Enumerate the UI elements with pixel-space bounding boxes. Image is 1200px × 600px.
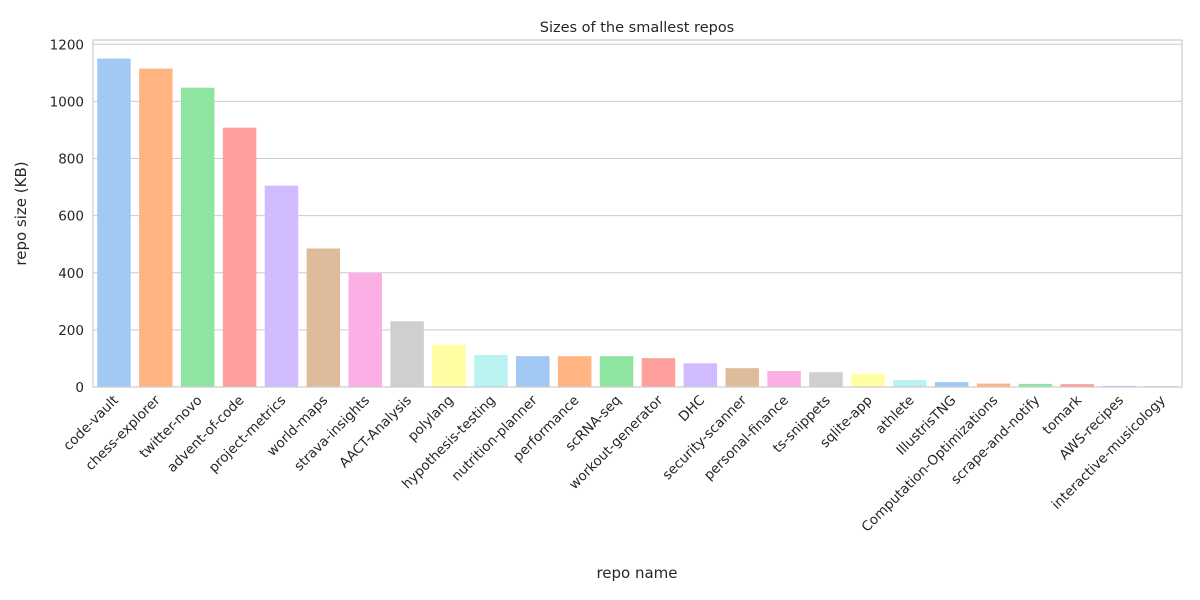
bar-personal-finance xyxy=(767,371,801,387)
y-axis-label: repo size (KB) xyxy=(12,161,30,265)
y-axis-ticks: 0 200 400 600 800 1000 1200 xyxy=(50,37,84,396)
bar-ts-snippets xyxy=(809,372,843,387)
x-tick-label: AACT-Analysis xyxy=(336,393,415,472)
x-tick-label: DHC xyxy=(676,393,709,426)
bar-advent-of-code xyxy=(222,127,257,387)
bar-scrape-and-notify xyxy=(1018,383,1053,387)
plot-frame xyxy=(92,39,1183,388)
bar-performance xyxy=(557,356,592,387)
x-axis-label: repo name xyxy=(596,564,677,582)
y-tick-label: 0 xyxy=(75,380,84,396)
bar-workout-generator xyxy=(641,358,676,387)
bar-strava-insights xyxy=(348,272,383,387)
bar-sqlite-app xyxy=(851,373,885,387)
x-tick-label: chess-explorer xyxy=(82,392,164,474)
bar-chess-explorer xyxy=(139,68,173,388)
y-tick-label: 1000 xyxy=(50,94,84,110)
bar-code-vault xyxy=(97,58,131,388)
bar-Computation-Optimizations xyxy=(976,383,1011,387)
bar-DHC xyxy=(683,363,718,387)
y-tick-label: 200 xyxy=(58,323,84,339)
y-tick-label: 400 xyxy=(58,266,84,282)
bar-scRNA-seq xyxy=(599,356,634,387)
bar-hypothesis-testing xyxy=(474,355,508,387)
bar-security-scanner xyxy=(725,368,759,387)
bar-world-maps xyxy=(306,248,341,387)
bar-nutrition-planner xyxy=(516,356,550,387)
x-tick-label: strava-insights xyxy=(291,393,373,475)
bar-polylang xyxy=(432,344,466,387)
x-axis-ticks: code-vaultchess-explorertwitter-novoadve… xyxy=(60,392,1169,535)
bar-athlete xyxy=(892,380,927,387)
bar-twitter-novo xyxy=(180,87,215,388)
bar-tomark xyxy=(1060,384,1095,387)
chart-title: Sizes of the smallest repos xyxy=(540,20,735,36)
bar-project-metrics xyxy=(264,185,299,387)
x-tick-label: advent-of-code xyxy=(164,393,247,476)
bar-IllustrisTNG xyxy=(934,382,969,387)
gridlines xyxy=(93,43,1182,388)
y-tick-label: 600 xyxy=(58,209,84,225)
bars xyxy=(97,58,1178,388)
y-tick-label: 800 xyxy=(58,152,84,168)
y-tick-label: 1200 xyxy=(50,37,84,53)
bar-AACT-Analysis xyxy=(390,321,424,387)
